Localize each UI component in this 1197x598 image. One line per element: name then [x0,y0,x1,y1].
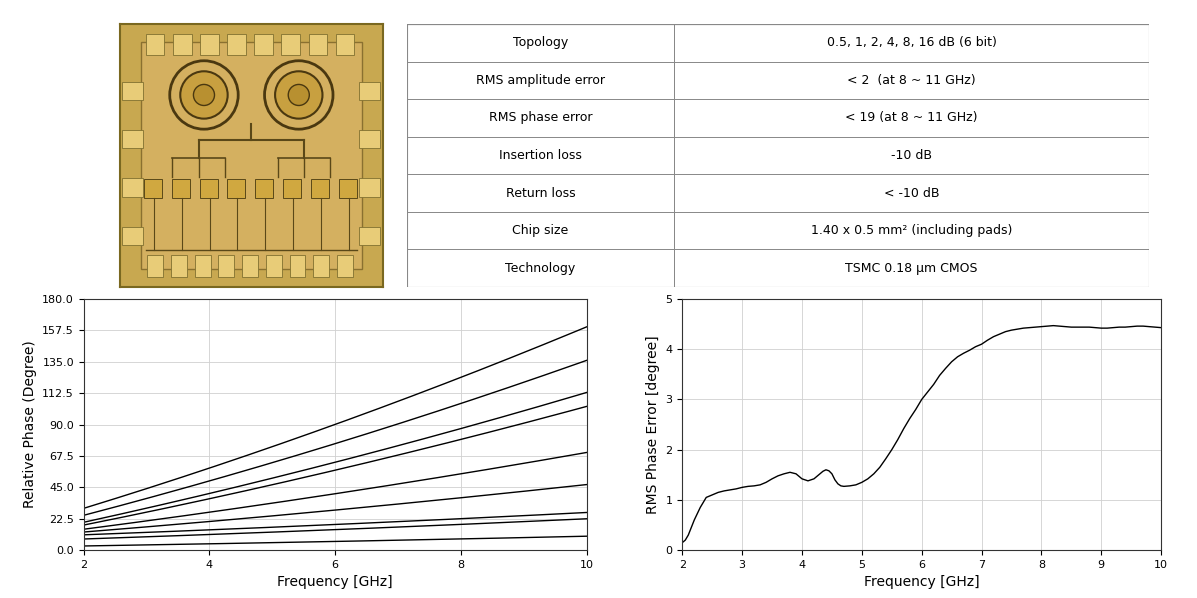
Text: RMS amplitude error: RMS amplitude error [476,74,604,87]
Circle shape [181,71,227,118]
Bar [281,35,300,56]
Bar [309,35,327,56]
Text: Insertion loss: Insertion loss [499,149,582,162]
Bar [227,179,245,197]
Bar [200,179,218,197]
Bar [255,179,273,197]
Text: 1.40 x 0.5 mm² (including pads): 1.40 x 0.5 mm² (including pads) [810,224,1013,237]
Bar [311,179,329,197]
Text: 0.5, 1, 2, 4, 8, 16 dB (6 bit): 0.5, 1, 2, 4, 8, 16 dB (6 bit) [827,36,997,49]
Bar [314,255,329,276]
X-axis label: Frequency [GHz]: Frequency [GHz] [864,575,979,590]
Text: < -10 dB: < -10 dB [883,187,940,200]
Bar [144,179,162,197]
Bar [171,179,189,197]
Bar [122,227,144,245]
Text: Topology: Topology [514,36,569,49]
Bar [359,227,381,245]
Bar [122,130,144,148]
Text: < 2  (at 8 ~ 11 GHz): < 2 (at 8 ~ 11 GHz) [847,74,976,87]
Bar [146,35,164,56]
Bar [242,255,257,276]
Bar [171,255,187,276]
Bar [174,35,192,56]
Bar [335,35,354,56]
Bar [122,82,144,100]
Y-axis label: RMS Phase Error [degree]: RMS Phase Error [degree] [646,335,660,514]
Bar [339,179,357,197]
X-axis label: Frequency [GHz]: Frequency [GHz] [278,575,393,590]
Bar [359,178,381,197]
Bar [359,130,381,148]
Bar [227,35,245,56]
Bar [195,255,211,276]
Text: Technology: Technology [505,262,576,274]
Circle shape [288,84,309,105]
Text: Return loss: Return loss [506,187,576,200]
Bar [359,82,381,100]
Text: < 19 (at 8 ~ 11 GHz): < 19 (at 8 ~ 11 GHz) [845,111,978,124]
Bar [218,255,235,276]
Bar [338,255,353,276]
Bar [284,179,300,197]
Bar [290,255,305,276]
Bar [200,35,219,56]
Text: Chip size: Chip size [512,224,569,237]
Bar [147,255,163,276]
Text: RMS phase error: RMS phase error [488,111,593,124]
Bar [141,42,361,269]
Circle shape [275,71,322,118]
Text: -10 dB: -10 dB [891,149,932,162]
Circle shape [194,84,214,105]
Bar [122,178,144,197]
Bar [266,255,281,276]
Bar [255,35,273,56]
Y-axis label: Relative Phase (Degree): Relative Phase (Degree) [23,341,37,508]
Text: TSMC 0.18 μm CMOS: TSMC 0.18 μm CMOS [845,262,978,274]
